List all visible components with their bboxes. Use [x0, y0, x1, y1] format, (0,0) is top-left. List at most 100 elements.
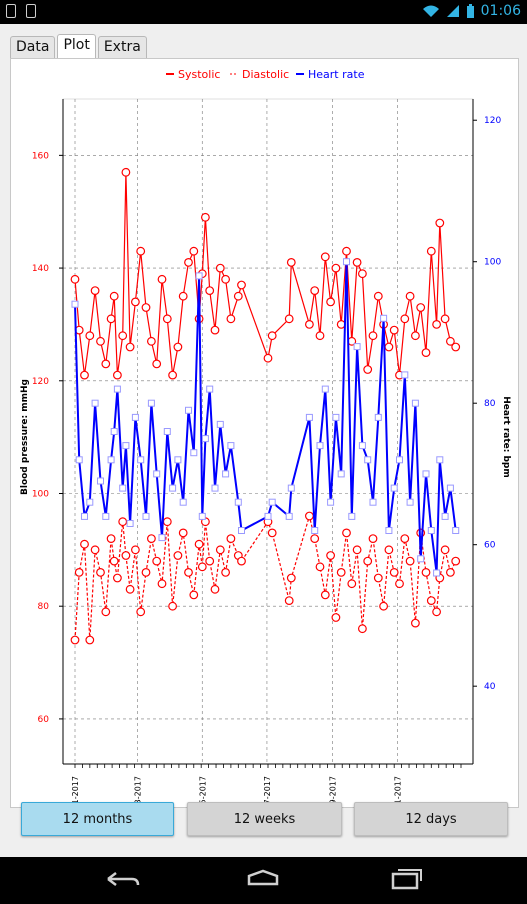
recent-apps-icon[interactable]: [391, 869, 422, 890]
app-screen: Data Plot Extra Systolic Diastolic Heart…: [0, 24, 527, 857]
data-point-diastolic: [368, 534, 378, 544]
data-point-diastolic: [74, 568, 84, 577]
y-left-tick-label: 80: [38, 602, 50, 612]
data-point-heart-rate: [316, 442, 324, 450]
data-point-diastolic: [426, 596, 436, 605]
y-right-axis-label: Heart rate: bpm: [501, 396, 511, 478]
data-point-diastolic: [70, 635, 80, 645]
data-point-diastolic: [389, 568, 399, 577]
data-point-systolic: [426, 246, 436, 256]
wifi-icon: [422, 5, 439, 17]
blood-pressure-chart: Systolic Diastolic Heart rate 60 80 100 120…: [20, 68, 511, 807]
series-diastolic: [70, 511, 461, 645]
data-point-systolic: [352, 257, 362, 267]
data-point-diastolic: [305, 511, 314, 521]
data-point-systolic: [70, 274, 80, 284]
tab-extra[interactable]: Extra: [97, 36, 147, 59]
data-point-heart-rate: [332, 413, 340, 421]
data-point-diastolic: [109, 556, 119, 566]
data-point-diastolic: [440, 545, 450, 555]
navigation-bar: [0, 857, 527, 900]
y-right-tick-label: 80: [484, 399, 496, 409]
data-point-heart-rate: [222, 470, 230, 478]
data-point-heart-rate: [201, 435, 209, 443]
legend-label-diastolic: Diastolic: [242, 68, 289, 81]
data-point-diastolic: [331, 613, 341, 622]
data-point-diastolic: [451, 556, 461, 566]
tab-plot[interactable]: Plot: [57, 34, 96, 59]
data-point-systolic: [286, 257, 296, 267]
y-right-tick-label: 40: [484, 682, 496, 692]
data-point-diastolic: [162, 517, 172, 527]
data-point-heart-rate: [343, 258, 350, 266]
data-point-diastolic: [352, 545, 362, 555]
data-point-heart-rate: [287, 484, 295, 492]
x-tick-label: 05-2017: [198, 776, 207, 807]
data-point-heart-rate: [452, 527, 460, 534]
x-tick-label: 11-2017: [393, 776, 402, 807]
tab-data[interactable]: Data: [10, 36, 56, 59]
data-point-systolic: [384, 342, 394, 352]
data-point-heart-rate: [107, 456, 115, 464]
data-point-diastolic: [136, 607, 146, 617]
battery-icon: [466, 3, 474, 18]
data-point-systolic: [446, 336, 455, 346]
data-point-diastolic: [395, 579, 404, 589]
data-point-diastolic: [326, 551, 336, 560]
data-point-systolic: [106, 314, 116, 324]
data-point-diastolic: [173, 551, 183, 560]
data-point-heart-rate: [268, 498, 276, 506]
data-point-diastolic: [178, 528, 188, 538]
data-point-heart-rate: [364, 456, 372, 464]
range-button-12-days[interactable]: 12 days: [354, 802, 508, 836]
data-point-diastolic: [363, 556, 373, 566]
data-point-systolic: [125, 342, 135, 352]
data-point-heart-rate: [102, 512, 110, 520]
data-point-heart-rate: [234, 498, 242, 506]
data-point-systolic: [358, 269, 367, 279]
signal-icon: [446, 5, 459, 17]
data-point-systolic: [130, 297, 140, 307]
home-icon[interactable]: [247, 869, 279, 886]
data-point-heart-rate: [142, 512, 150, 520]
data-point-diastolic: [146, 534, 156, 544]
data-point-systolic: [416, 303, 426, 312]
data-point-diastolic: [226, 534, 236, 544]
data-point-diastolic: [101, 607, 111, 617]
y-left-tick-label: 120: [32, 377, 49, 387]
y-right-tick-label: 120: [484, 116, 501, 126]
x-tick-label: 07-2017: [263, 776, 272, 807]
data-point-systolic: [342, 246, 351, 256]
data-point-systolic: [363, 365, 373, 374]
data-point-heart-rate: [380, 314, 388, 322]
data-point-heart-rate: [147, 399, 155, 407]
series-line: [74, 172, 457, 376]
series-line: [74, 261, 457, 574]
series-heart-rate: [71, 258, 460, 577]
data-point-systolic: [118, 331, 128, 341]
range-button-12-months[interactable]: 12 months: [21, 802, 174, 836]
data-point-systolic: [205, 286, 215, 296]
data-point-systolic: [284, 314, 294, 324]
data-point-heart-rate: [97, 477, 104, 485]
data-point-heart-rate: [126, 520, 134, 527]
data-point-diastolic: [197, 562, 207, 572]
data-point-diastolic: [379, 601, 389, 611]
data-point-heart-rate: [113, 385, 121, 393]
data-point-diastolic: [112, 573, 122, 583]
data-point-diastolic: [189, 590, 199, 600]
y-right-tick-label: 60: [484, 541, 496, 551]
data-point-systolic: [389, 325, 399, 335]
data-point-diastolic: [215, 545, 225, 555]
data-point-systolic: [315, 331, 325, 341]
back-icon[interactable]: [107, 872, 140, 886]
data-point-systolic: [411, 331, 420, 341]
data-point-diastolic: [141, 568, 151, 577]
data-point-heart-rate: [122, 442, 130, 450]
data-point-heart-rate: [311, 527, 319, 534]
range-button-12-weeks[interactable]: 12 weeks: [187, 802, 342, 836]
data-point-systolic: [373, 291, 383, 301]
data-point-diastolic: [432, 607, 442, 617]
data-point-heart-rate: [390, 484, 398, 492]
data-point-systolic: [173, 342, 183, 352]
